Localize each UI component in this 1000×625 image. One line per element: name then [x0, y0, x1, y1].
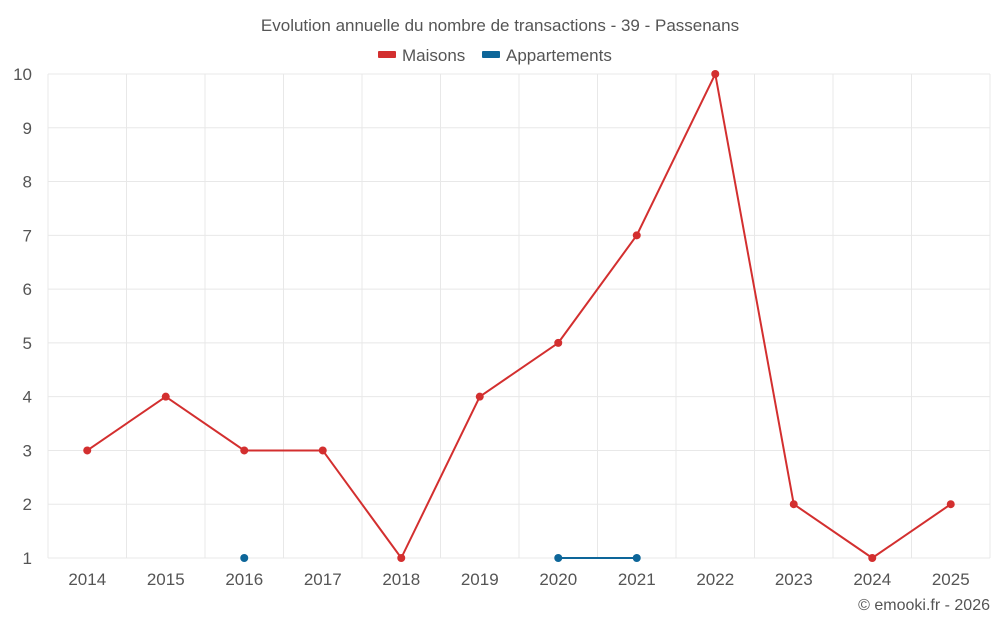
legend: Maisons Appartements	[378, 46, 612, 65]
data-point	[711, 70, 720, 78]
x-tick-label: 2020	[539, 570, 577, 589]
x-tick-label: 2025	[932, 570, 970, 589]
data-point	[632, 231, 641, 240]
data-point	[554, 338, 563, 347]
x-tick-label: 2014	[68, 570, 106, 589]
data-point	[161, 392, 170, 401]
series-layer	[83, 70, 955, 562]
legend-label: Appartements	[506, 46, 612, 65]
y-tick-label: 6	[23, 280, 32, 299]
legend-swatch	[482, 51, 500, 58]
data-point	[83, 446, 92, 455]
data-point	[240, 446, 249, 455]
data-point	[632, 554, 641, 562]
x-axis: 2014 2015 2016 2017 2018 2019 2020 2021 2022 2023…	[68, 570, 969, 589]
data-point	[868, 554, 877, 562]
y-tick-label: 5	[23, 334, 32, 353]
grid	[47, 73, 991, 559]
data-point	[789, 500, 798, 509]
legend-label: Maisons	[402, 46, 465, 65]
legend-swatch	[378, 51, 396, 58]
data-point	[397, 554, 406, 562]
data-point	[554, 554, 563, 562]
y-tick-label: 4	[23, 388, 32, 407]
y-axis: 1 2 3 4 5 6 7 8 9 10	[13, 65, 32, 568]
data-point	[475, 392, 484, 401]
x-tick-label: 2019	[461, 570, 499, 589]
x-tick-label: 2024	[853, 570, 891, 589]
series-maisons	[83, 70, 955, 562]
series-appartements	[240, 554, 641, 562]
x-tick-label: 2017	[304, 570, 342, 589]
x-tick-label: 2015	[147, 570, 185, 589]
y-tick-label: 10	[13, 65, 32, 84]
credit: © emooki.fr - 2026	[858, 597, 990, 614]
chart-title: Evolution annuelle du nombre de transact…	[261, 16, 739, 35]
x-tick-label: 2022	[696, 570, 734, 589]
x-tick-label: 2023	[775, 570, 813, 589]
y-tick-label: 7	[23, 226, 32, 245]
y-tick-label: 3	[23, 441, 32, 460]
y-tick-label: 9	[23, 119, 32, 138]
x-tick-label: 2016	[225, 570, 263, 589]
data-point	[318, 446, 327, 455]
series-line	[86, 70, 952, 560]
y-tick-label: 2	[23, 495, 32, 514]
y-tick-label: 1	[23, 549, 32, 568]
data-point	[240, 554, 249, 562]
data-point	[946, 500, 955, 509]
y-tick-label: 8	[23, 173, 32, 192]
x-tick-label: 2018	[382, 570, 420, 589]
x-tick-label: 2021	[618, 570, 656, 589]
